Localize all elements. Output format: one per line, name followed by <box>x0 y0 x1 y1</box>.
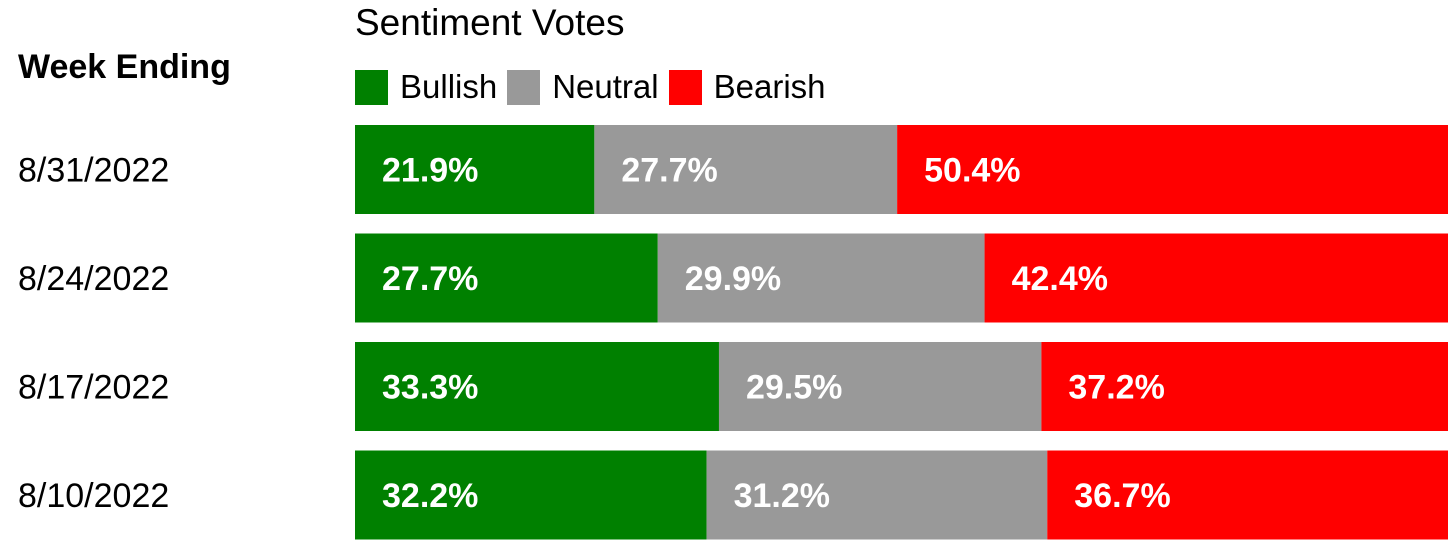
legend: Bullish Neutral Bearish <box>355 68 836 106</box>
data-label-bearish: 37.2% <box>1068 369 1164 407</box>
column-header-week-ending: Week Ending <box>18 48 231 86</box>
data-label-bullish: 27.7% <box>382 260 478 298</box>
legend-swatch-neutral <box>507 69 541 105</box>
bar-segment-neutral <box>706 450 1048 540</box>
chart-title: Sentiment Votes <box>355 2 625 43</box>
legend-label-bearish: Bearish <box>713 68 826 105</box>
data-label-neutral: 29.5% <box>746 369 842 407</box>
bar-segment-neutral <box>657 233 985 323</box>
bar-segment-bearish <box>984 233 1448 323</box>
row-label: 8/24/2022 <box>18 260 169 298</box>
row-label: 8/10/2022 <box>18 477 169 515</box>
data-label-bearish: 36.7% <box>1074 477 1170 515</box>
data-label-bullish: 33.3% <box>382 369 478 407</box>
legend-label-neutral: Neutral <box>552 68 659 105</box>
bar-segment-bullish <box>355 342 719 431</box>
legend-item-bullish: Bullish <box>355 68 497 106</box>
data-label-neutral: 31.2% <box>734 477 830 515</box>
bar-segment-bullish <box>355 233 658 323</box>
data-label-neutral: 27.7% <box>621 152 717 190</box>
data-label-bearish: 50.4% <box>924 152 1020 190</box>
row-label: 8/31/2022 <box>18 152 169 190</box>
legend-swatch-bullish <box>355 69 388 105</box>
bar-segment-bullish <box>355 450 707 540</box>
data-label-bullish: 32.2% <box>382 477 478 515</box>
legend-item-neutral: Neutral <box>507 68 659 106</box>
legend-swatch-bearish <box>668 69 702 105</box>
row-label: 8/17/2022 <box>18 369 169 407</box>
data-label-bullish: 21.9% <box>382 152 478 190</box>
legend-item-bearish: Bearish <box>668 68 826 106</box>
bar-segment-bearish <box>1041 342 1448 431</box>
bar-segment-bullish <box>355 125 595 214</box>
data-label-neutral: 29.9% <box>685 260 781 298</box>
bar-segment-bearish <box>897 125 1448 214</box>
bar-segment-bearish <box>1047 450 1448 540</box>
data-label-bearish: 42.4% <box>1012 260 1108 298</box>
legend-label-bullish: Bullish <box>400 68 498 105</box>
bar-segment-neutral <box>594 125 898 214</box>
bar-segment-neutral <box>718 342 1042 431</box>
